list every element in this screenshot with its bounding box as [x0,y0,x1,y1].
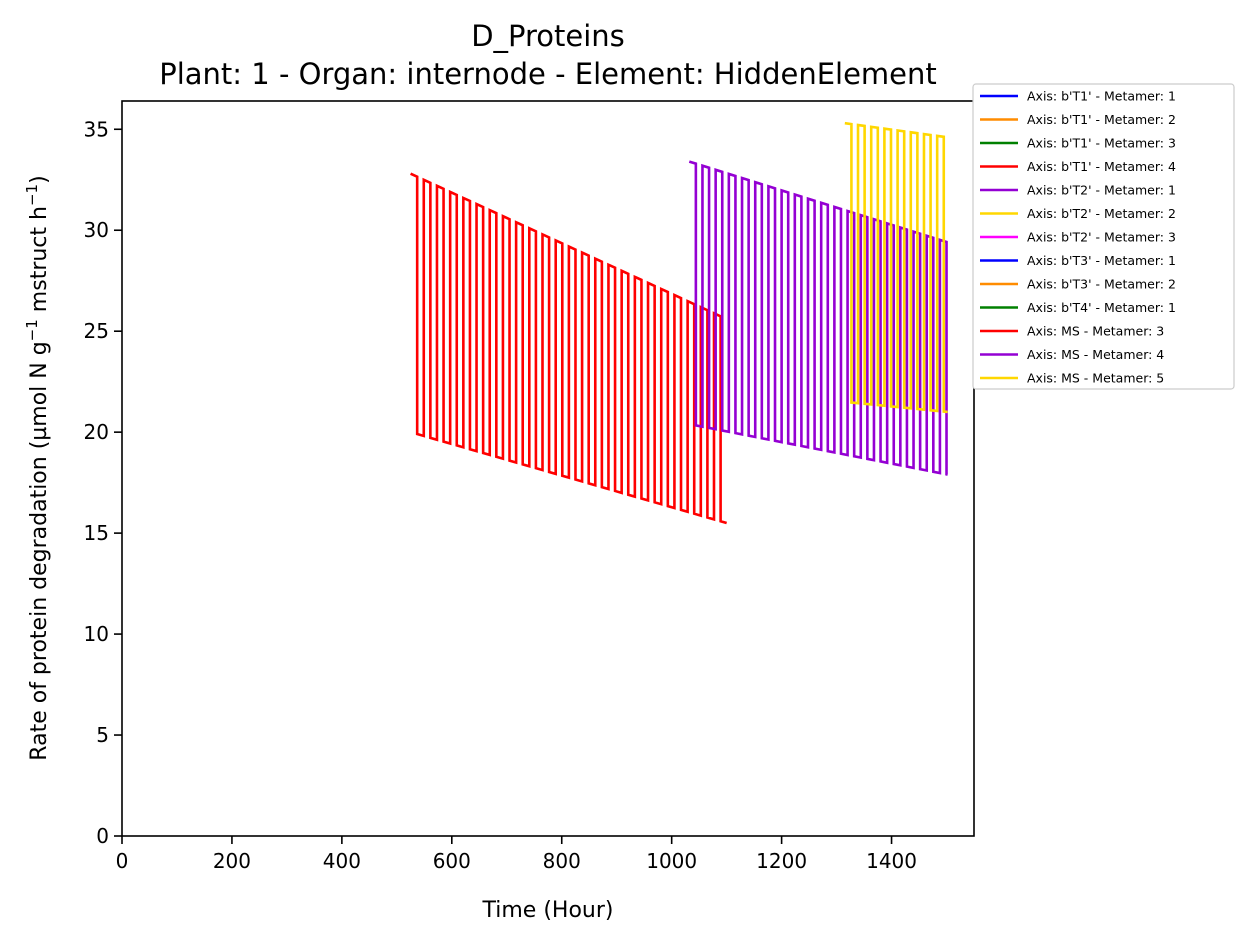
legend-label-9: Axis: b'T3' - Metamer: 2 [1027,277,1176,292]
legend: Axis: b'T1' - Metamer: 1 Axis: b'T1' - Me… [972,83,1235,390]
y-tick-label-7: 35 [84,117,109,141]
x-tick-label-0: 0 [116,849,129,873]
y-label-sup-1: −1 [23,319,41,341]
y-tick-label-2: 10 [84,622,109,646]
y-axis: 0 5 10 15 20 25 30 35 [84,117,122,848]
x-tick-label-5: 1000 [646,849,697,873]
x-axis-label: Time (Hour) [482,898,614,923]
legend-label-3: Axis: b'T1' - Metamer: 3 [1027,136,1176,151]
y-tick-label-1: 5 [96,723,109,747]
y-tick-label-6: 30 [84,218,109,242]
legend-label-10: Axis: b'T4' - Metamer: 1 [1027,300,1176,315]
legend-label-13: Axis: MS - Metamer: 5 [1027,371,1164,386]
series-layer [410,121,948,525]
y-label-sup-2: −1 [23,184,41,206]
chart-subtitle: Plant: 1 - Organ: internode - Element: H… [159,57,937,91]
legend-frame [972,83,1235,390]
series-line-3 [844,121,948,414]
x-tick-label-2: 400 [323,849,361,873]
series-line-2 [688,160,948,476]
chart-title: D_Proteins [471,19,625,53]
plot-frame [121,100,975,837]
series-line-1 [410,172,728,525]
y-label-part-3: ) [27,175,52,184]
y-axis-label: Rate of protein degradation (µmol N g−1 … [23,175,52,760]
legend-label-11: Axis: MS - Metamer: 3 [1027,324,1164,339]
legend-label-1: Axis: b'T1' - Metamer: 1 [1027,89,1176,104]
legend-label-7: Axis: b'T2' - Metamer: 3 [1027,230,1176,245]
x-axis: 0 200 400 600 800 1000 1200 1400 [116,836,917,873]
x-tick-label-4: 800 [543,849,581,873]
legend-label-6: Axis: b'T2' - Metamer: 2 [1027,206,1176,221]
y-tick-label-4: 20 [84,420,109,444]
y-tick-label-3: 15 [84,521,109,545]
x-tick-label-1: 200 [213,849,251,873]
x-tick-label-6: 1200 [756,849,807,873]
y-label-part-1: Rate of protein degradation (µmol N g [27,341,52,760]
y-label-part-2: mstruct h [27,206,52,319]
x-tick-label-3: 600 [433,849,471,873]
legend-label-8: Axis: b'T3' - Metamer: 1 [1027,253,1176,268]
legend-label-5: Axis: b'T2' - Metamer: 1 [1027,183,1176,198]
x-tick-label-7: 1400 [866,849,917,873]
legend-label-2: Axis: b'T1' - Metamer: 2 [1027,112,1176,127]
legend-label-4: Axis: b'T1' - Metamer: 4 [1027,159,1176,174]
y-tick-label-0: 0 [96,824,109,848]
y-tick-label-5: 25 [84,319,109,343]
legend-label-12: Axis: MS - Metamer: 4 [1027,347,1164,362]
